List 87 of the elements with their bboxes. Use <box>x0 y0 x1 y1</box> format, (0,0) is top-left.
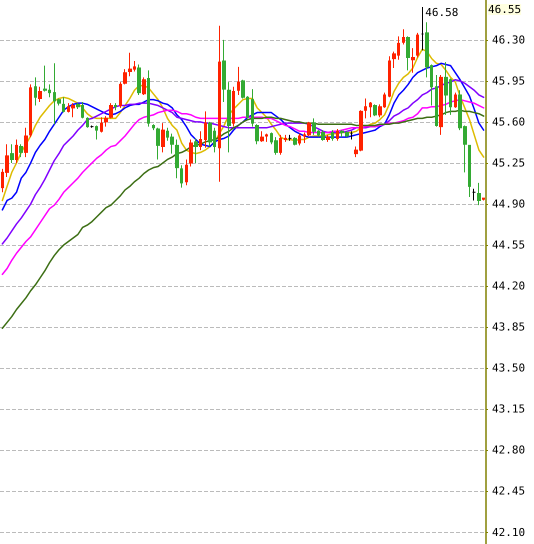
candlestick <box>265 133 268 142</box>
candlestick <box>24 127 28 158</box>
candlestick <box>472 188 476 201</box>
y-tick-label: 45.95 <box>492 74 526 88</box>
candlestick <box>364 98 367 119</box>
candlestick <box>237 66 240 96</box>
annotation: 46.58 <box>425 6 458 20</box>
candlestick <box>19 144 23 158</box>
candlestick <box>180 164 183 188</box>
candlestick <box>293 136 297 146</box>
candlestick <box>260 130 264 142</box>
candlestick <box>312 118 316 136</box>
line-series <box>2 98 484 276</box>
candlestick <box>71 102 75 118</box>
line-series <box>2 78 484 245</box>
candlestick <box>416 32 419 58</box>
candlestick <box>15 139 18 164</box>
candlestick <box>38 86 42 102</box>
candlestick <box>175 139 179 179</box>
candlestick <box>411 48 415 74</box>
candlestick <box>435 74 438 128</box>
candlestick <box>222 39 226 102</box>
candlestick <box>227 82 231 153</box>
candlestick <box>439 74 443 136</box>
candlestick <box>336 128 339 142</box>
candlestick <box>298 133 301 146</box>
candlestick <box>326 134 330 142</box>
candlestick <box>29 84 32 138</box>
candlestick <box>123 68 127 85</box>
text: 46.55 <box>488 3 522 16</box>
candlestick <box>104 116 108 128</box>
candlestick <box>444 62 448 116</box>
candlestick <box>421 6 424 51</box>
y-tick-label: 42.45 <box>492 484 526 498</box>
candlestick <box>321 130 325 142</box>
candlestick <box>251 88 254 128</box>
candlestick <box>185 158 188 186</box>
candlestick <box>128 52 132 77</box>
y-tick-label: 45.60 <box>492 115 526 128</box>
y-tick-label: 44.90 <box>492 198 526 210</box>
candlestick <box>255 124 259 145</box>
candlestick <box>114 102 117 111</box>
candlestick <box>119 82 122 108</box>
candlestick <box>274 136 278 156</box>
y-tick-label: 46.30 <box>492 33 526 46</box>
y-tick-label: 45.25 <box>492 156 526 170</box>
candlestick <box>406 36 410 71</box>
candlestick <box>199 130 202 151</box>
candlestick <box>350 130 353 140</box>
candlestick <box>482 198 485 201</box>
candlestick <box>34 76 37 106</box>
candlestick <box>62 96 65 114</box>
y-tick-label: 43.15 <box>492 402 526 416</box>
candlestick <box>86 116 89 128</box>
candlestick <box>147 70 150 128</box>
candlestick <box>388 56 391 98</box>
y-tick-label: 42.80 <box>492 444 526 457</box>
candlestick <box>284 134 287 142</box>
candlestick <box>477 182 481 206</box>
y-tick-label: 42.10 <box>492 526 526 539</box>
candlestick <box>232 86 235 128</box>
candlestick <box>369 102 372 118</box>
candlestick <box>194 138 198 164</box>
candlestick <box>373 104 377 117</box>
candlestick <box>279 134 282 156</box>
y-tick-label: 43.50 <box>492 362 526 375</box>
candlestick <box>189 139 193 167</box>
candlestick <box>152 124 155 131</box>
candlestick <box>402 28 405 46</box>
candlestick <box>204 110 207 148</box>
line-series <box>2 109 484 330</box>
y-tick-label: 43.85 <box>492 320 526 334</box>
candlestick <box>137 64 141 96</box>
candlestick <box>161 122 165 153</box>
candlestick <box>95 124 98 140</box>
candlestick <box>331 130 334 142</box>
candlestick <box>156 127 160 160</box>
y-tick-label: 44.55 <box>492 238 526 252</box>
candlestick <box>10 144 14 164</box>
candlestick <box>218 25 221 182</box>
y-tick-label: 44.20 <box>492 280 526 293</box>
candlestick <box>142 76 146 96</box>
candlestick <box>468 144 471 198</box>
candlestick <box>454 92 457 108</box>
candlestick <box>109 102 113 119</box>
candlestick <box>100 116 103 133</box>
candlestick <box>288 134 292 142</box>
